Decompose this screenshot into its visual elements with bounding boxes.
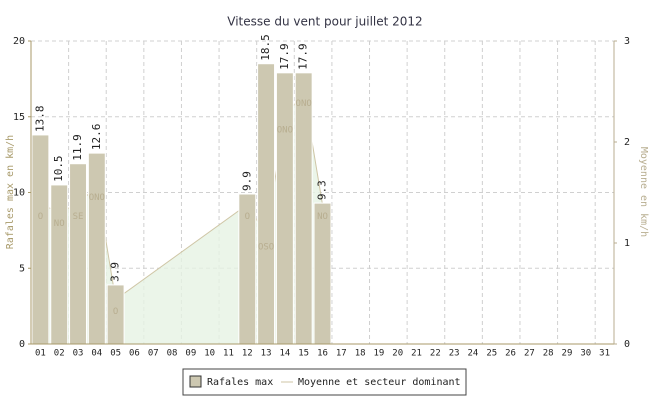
y2-tick-label: 0 [624,339,630,350]
bar [294,72,313,345]
bar-value-label: 10.5 [52,155,65,182]
y-tick-label: 20 [13,36,25,47]
legend-label: Moyenne et secteur dominant [298,377,461,388]
sector-label: SE [73,212,84,222]
x-tick-label: 04 [91,349,102,359]
x-tick-label: 28 [543,349,554,359]
sector-label: ONO [277,125,293,135]
y2-tick-label: 1 [624,238,630,249]
x-tick-label: 25 [486,349,497,359]
bar [87,152,106,345]
sector-label: O [113,307,118,317]
x-tick-label: 29 [562,349,573,359]
legend [182,368,467,396]
bar [257,63,276,345]
x-tick-label: 17 [336,349,347,359]
bar [50,184,69,345]
x-tick-label: 16 [317,349,328,359]
x-tick-label: 08 [167,349,178,359]
sector-label: OSO [258,242,274,252]
x-tick-label: 31 [599,349,610,359]
x-tick-label: 20 [392,349,403,359]
sector-label: NO [54,219,65,229]
x-tick-label: 18 [355,349,366,359]
y-tick-label: 10 [13,188,25,199]
bar-value-label: 11.9 [71,134,84,161]
x-tick-label: 13 [261,349,272,359]
y2-tick-label: 2 [624,137,630,148]
bar-value-label: 18.5 [259,34,272,61]
bar-value-label: 12.6 [90,124,103,151]
y-axis-label: Rafales max en km/h [5,135,16,249]
bar-value-label: 13.8 [33,105,46,132]
x-tick-label: 10 [204,349,215,359]
line [40,90,323,301]
bar-value-label: 17.9 [297,43,310,70]
x-tick-label: 05 [110,349,121,359]
bar-value-label: 9.3 [316,180,329,200]
x-tick-label: 02 [54,349,65,359]
bar [275,72,294,345]
legend-label: Rafales max [207,377,273,388]
x-tick-label: 24 [468,349,479,359]
y2-tick-label: 3 [624,36,630,47]
bar-value-label: 17.9 [278,43,291,70]
x-tick-label: 14 [279,349,290,359]
sector-label: ONO [89,193,105,203]
chart-title: Vitesse du vent pour juillet 2012 [227,15,422,29]
x-tick-label: 27 [524,349,535,359]
x-tick-label: 19 [373,349,384,359]
x-tick-label: 12 [242,349,253,359]
x-tick-label: 11 [223,349,234,359]
legend-swatch [189,375,202,388]
x-tick-label: 22 [430,349,441,359]
x-tick-label: 23 [449,349,460,359]
y2-axis-label: Moyenne en km/h [638,147,649,237]
bar [31,134,50,345]
sector-label: O [38,212,43,222]
x-tick-label: 30 [580,349,591,359]
x-tick-label: 06 [129,349,140,359]
x-tick-label: 21 [411,349,422,359]
bar [313,202,332,345]
sector-label: NO [317,212,328,222]
y-tick-label: 15 [13,112,25,123]
x-tick-label: 07 [148,349,159,359]
x-tick-label: 26 [505,349,516,359]
bar [69,163,87,345]
x-tick-label: 01 [35,349,46,359]
x-tick-label: 03 [73,349,84,359]
sector-label: ONO [296,99,312,109]
bar-value-label: 3.9 [109,262,122,282]
x-tick-label: 15 [298,349,309,359]
y-tick-label: 0 [19,339,25,350]
x-tick-label: 09 [185,349,196,359]
y-tick-label: 5 [19,263,25,274]
sector-label: O [245,212,250,222]
bar-value-label: 9.9 [240,171,253,191]
